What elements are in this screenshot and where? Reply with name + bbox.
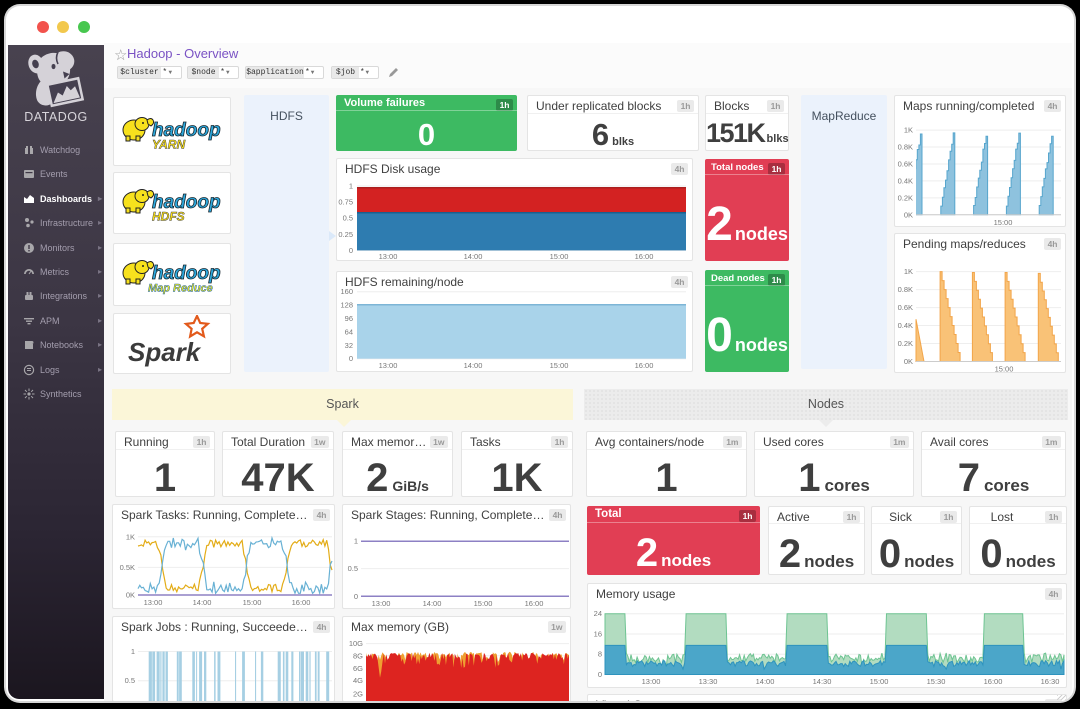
svg-text:1K: 1K — [126, 532, 135, 541]
svg-text:0.4K: 0.4K — [898, 321, 913, 330]
svg-text:13:30: 13:30 — [699, 677, 718, 686]
svg-text:4G: 4G — [353, 676, 363, 685]
svg-text:160: 160 — [340, 287, 353, 296]
svg-text:6G: 6G — [353, 664, 363, 673]
svg-text:0K: 0K — [904, 210, 913, 219]
svg-text:0.75: 0.75 — [338, 198, 353, 207]
svg-text:8: 8 — [598, 650, 602, 659]
svg-text:15:00: 15:00 — [994, 218, 1013, 227]
svg-text:hadoop: hadoop — [152, 120, 221, 141]
svg-text:10G: 10G — [349, 639, 363, 648]
svg-text:32: 32 — [345, 341, 353, 350]
svg-text:DATADOG: DATADOG — [24, 110, 87, 124]
svg-text:13:00: 13:00 — [642, 677, 661, 686]
svg-text:15:00: 15:00 — [870, 677, 889, 686]
svg-text:16:00: 16:00 — [635, 361, 654, 370]
svg-text:14:30: 14:30 — [813, 677, 832, 686]
svg-text:1K: 1K — [904, 126, 913, 135]
svg-text:15:30: 15:30 — [927, 677, 946, 686]
svg-text:HDFS: HDFS — [152, 210, 185, 224]
svg-text:15:00: 15:00 — [550, 361, 569, 370]
svg-text:24: 24 — [594, 609, 602, 618]
svg-text:8G: 8G — [353, 651, 363, 660]
svg-text:0K: 0K — [904, 357, 913, 366]
svg-text:0.8K: 0.8K — [898, 143, 913, 152]
svg-text:0.5: 0.5 — [343, 214, 353, 223]
svg-text:15:00: 15:00 — [243, 598, 262, 607]
svg-text:128: 128 — [340, 301, 353, 310]
svg-text:14:00: 14:00 — [464, 252, 483, 261]
svg-text:16:30: 16:30 — [1041, 677, 1060, 686]
svg-text:1: 1 — [354, 537, 358, 546]
svg-text:hadoop: hadoop — [152, 263, 221, 284]
svg-text:13:00: 13:00 — [379, 252, 398, 261]
svg-text:13:00: 13:00 — [144, 598, 163, 607]
svg-text:0.6K: 0.6K — [898, 160, 913, 169]
svg-text:0.4K: 0.4K — [898, 176, 913, 185]
svg-text:hadoop: hadoop — [152, 192, 221, 213]
svg-text:YARN: YARN — [152, 138, 185, 152]
svg-text:0.25: 0.25 — [338, 230, 353, 239]
svg-text:96: 96 — [345, 314, 353, 323]
svg-text:16:00: 16:00 — [984, 677, 1003, 686]
svg-text:0: 0 — [598, 670, 602, 679]
svg-text:16: 16 — [594, 630, 602, 639]
svg-text:0: 0 — [349, 354, 353, 363]
svg-text:13:00: 13:00 — [379, 361, 398, 370]
svg-text:14:00: 14:00 — [423, 599, 442, 608]
svg-text:0.5: 0.5 — [125, 676, 135, 685]
svg-text:1: 1 — [349, 182, 353, 191]
svg-text:16:00: 16:00 — [292, 598, 311, 607]
svg-text:Spark: Spark — [128, 337, 202, 367]
svg-text:15:00: 15:00 — [995, 365, 1014, 374]
svg-text:15:00: 15:00 — [550, 252, 569, 261]
svg-text:16:00: 16:00 — [525, 599, 544, 608]
svg-text:64: 64 — [345, 327, 353, 336]
svg-text:0.2K: 0.2K — [898, 339, 913, 348]
svg-text:16:00: 16:00 — [635, 252, 654, 261]
svg-text:13:00: 13:00 — [372, 599, 391, 608]
svg-text:15:00: 15:00 — [474, 599, 493, 608]
svg-text:1: 1 — [131, 647, 135, 656]
svg-text:2G: 2G — [353, 689, 363, 698]
svg-text:0.2K: 0.2K — [898, 193, 913, 202]
svg-text:1K: 1K — [904, 267, 913, 276]
svg-text:14:00: 14:00 — [193, 598, 212, 607]
svg-text:0.8K: 0.8K — [898, 285, 913, 294]
svg-text:14:00: 14:00 — [756, 677, 775, 686]
svg-text:0K: 0K — [126, 591, 135, 600]
svg-text:Map Reduce: Map Reduce — [148, 283, 213, 295]
svg-text:14:00: 14:00 — [464, 361, 483, 370]
svg-text:0.6K: 0.6K — [898, 303, 913, 312]
svg-text:0: 0 — [349, 246, 353, 255]
svg-text:0.5: 0.5 — [348, 564, 358, 573]
svg-text:0.5K: 0.5K — [120, 563, 135, 572]
svg-text:0: 0 — [354, 592, 358, 601]
